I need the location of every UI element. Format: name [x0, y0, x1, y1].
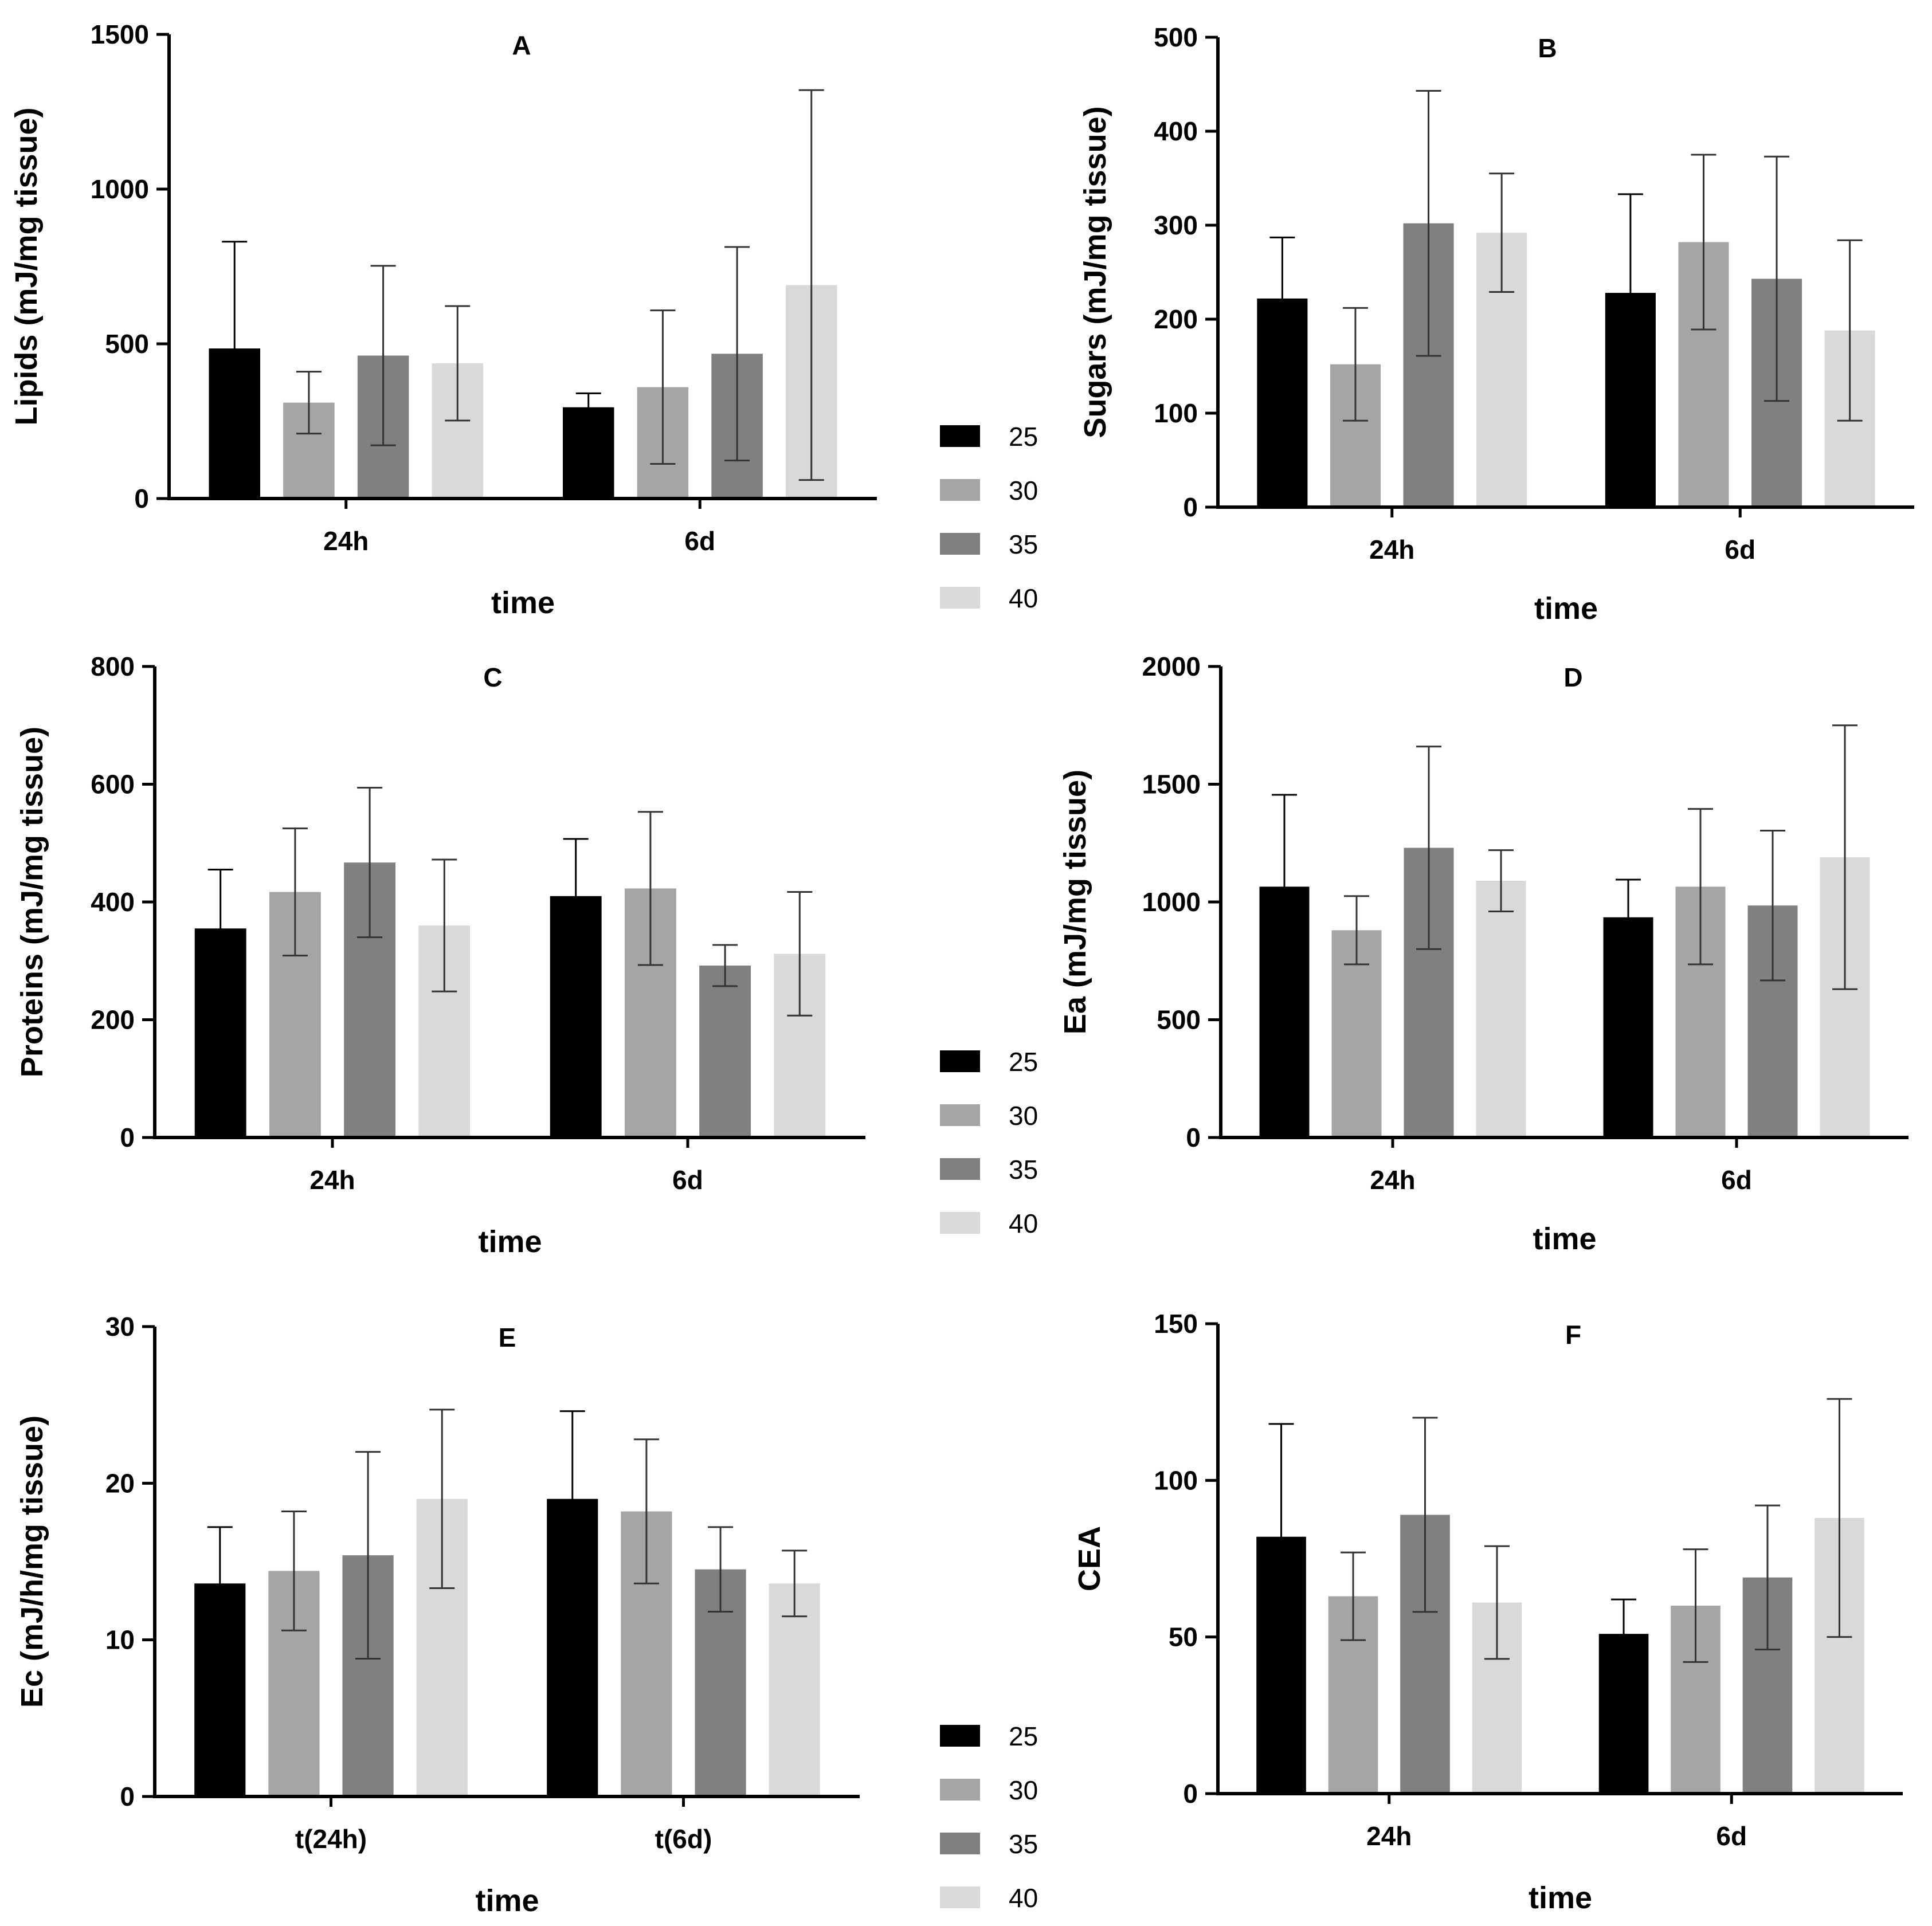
legend-label: 25	[1009, 422, 1038, 452]
legend-swatch-30	[940, 1779, 980, 1801]
legend-label: 30	[1009, 1775, 1038, 1805]
legend-label: 40	[1009, 1209, 1038, 1238]
y-axis-title: CEA	[1072, 1526, 1107, 1591]
y-tick-label: 0	[1183, 1779, 1198, 1809]
legend-swatch-35	[940, 1158, 980, 1180]
x-tick-label: 24h	[309, 1165, 355, 1195]
legend-label: 40	[1009, 1883, 1038, 1913]
legend-swatch-25	[940, 425, 980, 447]
legend-swatch-30	[940, 479, 980, 501]
x-axis-title: time	[478, 1225, 542, 1259]
legend-swatch-35	[940, 1833, 980, 1854]
legend-swatch-40	[940, 587, 980, 609]
x-axis-title: time	[1533, 1222, 1596, 1256]
y-tick-label: 1500	[1142, 770, 1201, 799]
y-tick-label: 1500	[91, 19, 149, 49]
legend-swatch-25	[940, 1725, 980, 1747]
bar-d-24h-40	[1476, 881, 1526, 1137]
y-tick-label: 10	[105, 1625, 135, 1655]
y-tick-label: 500	[1154, 22, 1198, 52]
x-tick-label: t(6d)	[655, 1824, 712, 1854]
y-tick-label: 1000	[1142, 887, 1201, 917]
x-tick-label: t(24h)	[295, 1824, 367, 1854]
y-tick-label: 30	[105, 1312, 135, 1341]
x-tick-label: 24h	[1366, 1821, 1412, 1851]
legend: 25 30 35 40	[940, 1047, 1038, 1238]
y-tick-label: 0	[1183, 492, 1198, 522]
y-axis-title: Sugars (mJ/mg tissue)	[1078, 106, 1112, 438]
y-tick-label: 0	[120, 1782, 135, 1811]
bar-a-6d-25	[562, 407, 614, 499]
x-axis-title: time	[1534, 591, 1598, 626]
legend-label: 35	[1009, 529, 1038, 559]
y-axis-title: Ec (mJ/h/mg tissue)	[15, 1415, 49, 1708]
legend-label: 30	[1009, 1101, 1038, 1131]
panel-title: E	[499, 1323, 516, 1352]
y-axis-title: Lipids (mJ/mg tissue)	[9, 107, 44, 425]
y-tick-label: 150	[1154, 1309, 1198, 1339]
y-tick-label: 50	[1169, 1622, 1198, 1652]
y-tick-label: 200	[1154, 304, 1198, 334]
y-tick-label: 100	[1154, 1465, 1198, 1495]
legend-label: 30	[1009, 476, 1038, 505]
legend: 25 30 35 40	[940, 1721, 1038, 1913]
y-tick-label: 200	[91, 1005, 135, 1035]
y-tick-label: 600	[91, 770, 135, 799]
y-tick-label: 1000	[91, 174, 149, 204]
x-tick-label: 24h	[1370, 1165, 1415, 1195]
y-tick-label: 400	[91, 887, 135, 917]
x-tick-label: 6d	[1721, 1165, 1752, 1195]
legend-label: 35	[1009, 1155, 1038, 1184]
x-axis-title: time	[1529, 1881, 1592, 1915]
x-axis-title: time	[475, 1884, 539, 1918]
y-tick-label: 400	[1154, 116, 1198, 146]
y-tick-label: 0	[120, 1123, 135, 1152]
y-tick-label: 300	[1154, 210, 1198, 240]
y-tick-label: 2000	[1142, 652, 1201, 681]
y-tick-label: 100	[1154, 398, 1198, 428]
legend-swatch-40	[940, 1212, 980, 1234]
panel-title: B	[1538, 33, 1557, 63]
x-tick-label: 24h	[1369, 535, 1414, 564]
y-tick-label: 500	[105, 329, 149, 359]
legend-label: 25	[1009, 1721, 1038, 1751]
y-tick-label: 0	[134, 484, 149, 513]
legend-swatch-25	[940, 1050, 980, 1072]
x-tick-label: 6d	[672, 1165, 703, 1195]
legend-swatch-30	[940, 1104, 980, 1126]
legend-label: 25	[1009, 1047, 1038, 1077]
legend: 25 30 35 40	[940, 422, 1038, 613]
bar-e-t6d-40	[769, 1583, 820, 1796]
panel-title: C	[483, 662, 502, 692]
y-axis-title: Proteins (mJ/mg tissue)	[15, 727, 49, 1077]
panel-title: D	[1563, 662, 1582, 692]
legend-swatch-40	[940, 1886, 980, 1908]
x-tick-label: 24h	[323, 526, 369, 556]
legend-label: 35	[1009, 1829, 1038, 1859]
x-tick-label: 6d	[1725, 535, 1755, 564]
legend-label: 40	[1009, 583, 1038, 613]
y-tick-label: 800	[91, 652, 135, 681]
y-tick-label: 0	[1186, 1123, 1201, 1152]
panel-title: A	[512, 30, 531, 60]
bar-c-6d-35	[699, 965, 751, 1137]
x-tick-label: 6d	[684, 526, 715, 556]
y-tick-label: 500	[1157, 1005, 1201, 1035]
panel-title: F	[1565, 1320, 1581, 1350]
legend-swatch-35	[940, 533, 980, 555]
x-axis-title: time	[491, 586, 555, 620]
y-tick-label: 20	[105, 1468, 135, 1498]
x-tick-label: 6d	[1716, 1821, 1747, 1851]
y-axis-title: Ea (mJ/mg tissue)	[1058, 770, 1092, 1034]
